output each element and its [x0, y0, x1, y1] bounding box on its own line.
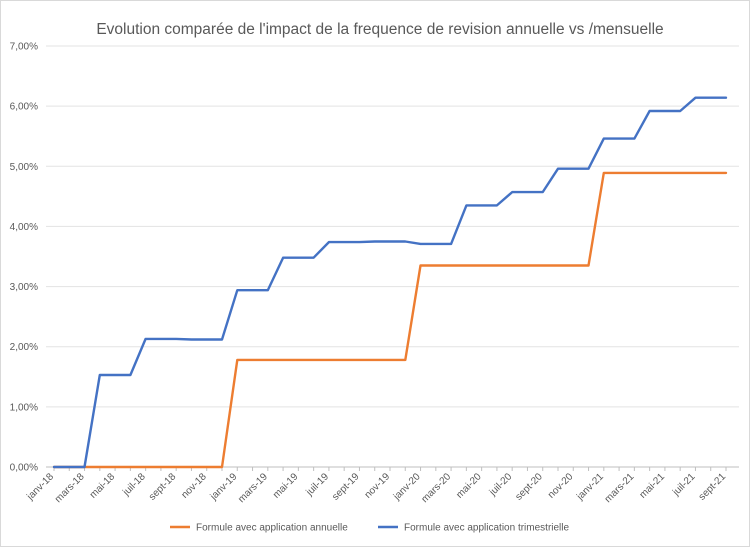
grid-layer: [46, 45, 739, 468]
legend-label-1: Formule avec application annuelle: [196, 523, 348, 534]
series-line-2: [52, 96, 728, 469]
y-tick-label: 5,00%: [10, 162, 38, 173]
y-axis: 0,00% 1,00% 2,00% 3,00% 4,00% 5,00% 6,00% 7,00%: [10, 42, 38, 474]
legend-label-2: Formule avec application trimestrielle: [404, 523, 570, 534]
y-tick-label: 3,00%: [10, 282, 38, 293]
y-tick-label: 7,00%: [10, 42, 38, 53]
y-tick-label: 0,00%: [10, 463, 38, 474]
y-tick-label: 4,00%: [10, 222, 38, 233]
y-tick-label: 1,00%: [10, 402, 38, 413]
y-tick-label: 6,00%: [10, 102, 38, 113]
y-tick-label: 2,00%: [10, 342, 38, 353]
legend: Formule avec application annuelle Formule…: [170, 523, 570, 534]
series-layer: [52, 96, 728, 469]
chart-title: Evolution comparée de l'impact de la fre…: [96, 21, 663, 38]
series-line-1: [52, 171, 728, 469]
